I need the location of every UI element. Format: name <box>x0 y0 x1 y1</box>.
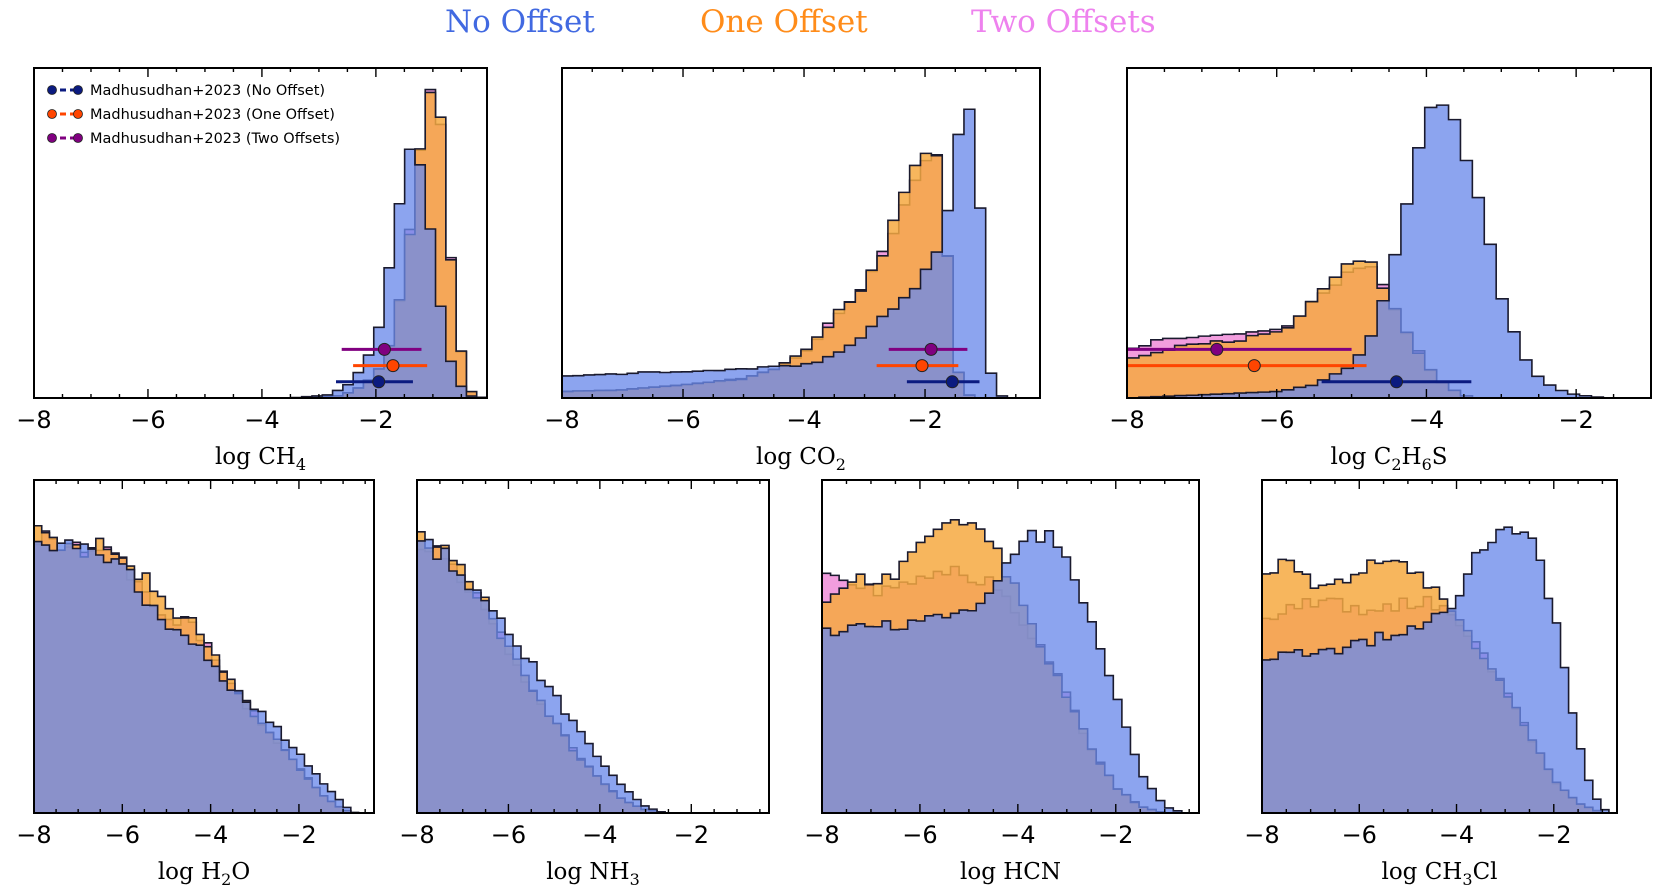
x-tick-label: −4 <box>193 821 228 849</box>
errorbar-point-two <box>377 342 391 356</box>
legend-marker <box>47 85 57 95</box>
x-tick-label: −2 <box>358 406 393 434</box>
x-tick-label: −2 <box>281 821 316 849</box>
hist-no-c2h6s <box>1127 104 1651 398</box>
x-axis-label: log HCN <box>960 859 1061 885</box>
x-tick-label: −2 <box>1558 406 1593 434</box>
panel-hcn: −8 −6 −4 −2 log HCN <box>804 479 1200 885</box>
axes-frame <box>561 67 1041 399</box>
errorbar-point-no <box>945 375 959 389</box>
legend-label: Madhusudhan+2023 (Two Offsets) <box>90 131 340 147</box>
errorbar-point-no <box>1389 375 1403 389</box>
x-tick-label: −4 <box>1000 821 1035 849</box>
x-tick-label: −4 <box>1439 821 1474 849</box>
x-tick-label: −8 <box>1244 821 1279 849</box>
x-tick-label: −2 <box>674 821 709 849</box>
x-tick-label: −6 <box>130 406 165 434</box>
panel-c2h6s: −8 −6 −4 −2 log C2H6S <box>1109 67 1652 474</box>
x-axis-label: log C2H6S <box>1330 444 1447 474</box>
x-tick-label: −8 <box>804 821 839 849</box>
axes-frame <box>1261 479 1618 814</box>
errorbar-point-no <box>372 375 386 389</box>
x-tick-label: −4 <box>582 821 617 849</box>
x-axis-label: log CO2 <box>756 444 846 474</box>
x-tick-label: −8 <box>544 406 579 434</box>
hist-no-ch3cl <box>1262 526 1617 813</box>
hist-no-nh3 <box>417 538 769 813</box>
hist-no-ch4 <box>34 148 487 398</box>
legend-marker <box>73 85 83 95</box>
hist-no-hcn <box>822 529 1199 813</box>
x-tick-label: −4 <box>244 406 279 434</box>
axes-frame <box>416 479 770 814</box>
hist-no-co2 <box>562 108 1040 398</box>
x-tick-label: −6 <box>105 821 140 849</box>
axes-frame <box>821 479 1200 814</box>
legend-label: Madhusudhan+2023 (One Offset) <box>90 107 335 123</box>
errorbar-point-two <box>924 342 938 356</box>
x-tick-label: −6 <box>902 821 937 849</box>
legend-title-two-offsets: Two Offsets <box>971 4 1156 40</box>
x-axis-label: log H2O <box>158 859 250 889</box>
legend-marker <box>73 133 83 143</box>
x-axis-label: log CH4 <box>215 444 306 474</box>
axes-frame <box>33 479 375 814</box>
legend-label: Madhusudhan+2023 (No Offset) <box>90 83 325 99</box>
panel-ch4: −8 −6 −4 −2 log CH4 Madhusudhan+2023 (No Offs… <box>16 67 488 474</box>
hist-no-h2o <box>34 539 374 813</box>
legend-marker <box>47 109 57 119</box>
x-tick-label: −6 <box>1342 821 1377 849</box>
x-tick-label: −2 <box>1098 821 1133 849</box>
axes-frame <box>33 67 488 399</box>
x-tick-label: −8 <box>1109 406 1144 434</box>
x-tick-label: −2 <box>1536 821 1571 849</box>
errorbar-point-one <box>1247 359 1261 373</box>
panel-co2: −8 −6 −4 −2 log CO2 <box>544 67 1041 474</box>
panel-h2o: −8 −6 −4 −2 log H2O <box>16 479 375 889</box>
x-tick-label: −8 <box>16 406 51 434</box>
x-tick-label: −6 <box>1259 406 1294 434</box>
panel-ch3cl: −8 −6 −4 −2 log CH3Cl <box>1244 479 1618 889</box>
x-tick-label: −8 <box>399 821 434 849</box>
x-axis-label: log NH3 <box>546 859 640 889</box>
x-tick-label: −6 <box>665 406 700 434</box>
x-tick-label: −2 <box>907 406 942 434</box>
errorbar-point-two <box>1210 342 1224 356</box>
errorbar-point-one <box>915 359 929 373</box>
legend-marker <box>73 109 83 119</box>
legend-title-no-offset: No Offset <box>445 4 595 40</box>
x-tick-label: −4 <box>786 406 821 434</box>
x-tick-label: −8 <box>16 821 51 849</box>
x-tick-label: −6 <box>491 821 526 849</box>
errorbar-point-one <box>386 359 400 373</box>
legend-marker <box>47 133 57 143</box>
panel-nh3: −8 −6 −4 −2 log NH3 <box>399 479 770 889</box>
legend-title-one-offset: One Offset <box>700 4 868 40</box>
x-tick-label: −4 <box>1409 406 1444 434</box>
x-axis-label: log CH3Cl <box>1381 859 1497 889</box>
